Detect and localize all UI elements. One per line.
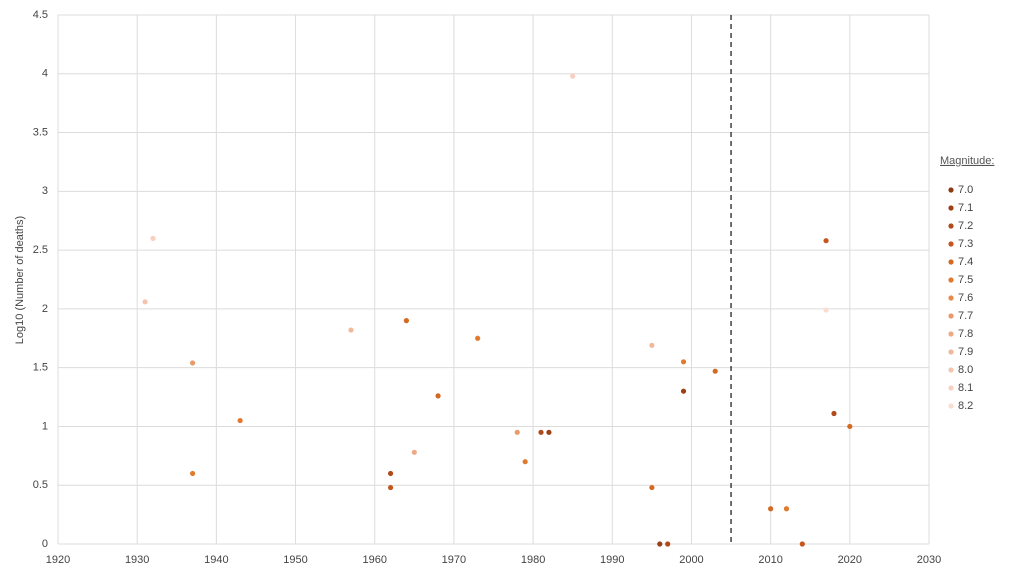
legend-marker (948, 295, 954, 301)
y-tick-label: 0.5 (33, 479, 48, 491)
data-point (649, 484, 655, 491)
data-point (823, 307, 829, 313)
x-tick-label: 1990 (600, 554, 624, 566)
legend-marker (948, 187, 954, 193)
x-tick-label: 2020 (838, 554, 862, 566)
data-point (847, 423, 853, 430)
data-point (522, 459, 528, 465)
data-point (150, 235, 156, 241)
y-tick-label: 2.5 (33, 244, 48, 256)
legend-label: 8.1 (958, 382, 973, 394)
data-point (435, 393, 441, 399)
x-tick-label: 1920 (46, 554, 70, 566)
data-point (823, 238, 829, 244)
legend-marker (948, 403, 954, 409)
x-tick-label: 1960 (362, 554, 386, 566)
data-point (142, 299, 148, 305)
data-point (538, 429, 544, 435)
data-point (649, 342, 655, 348)
data-point (680, 388, 687, 394)
legend-label: 7.3 (958, 238, 973, 250)
x-tick-label: 1940 (204, 554, 228, 566)
legend-marker (948, 385, 954, 391)
legend-title: Magnitude: (940, 155, 994, 167)
data-point (514, 429, 520, 435)
y-tick-label: 1.5 (33, 362, 48, 374)
data-point (237, 417, 243, 424)
x-tick-label: 2010 (758, 554, 782, 566)
data-point (665, 541, 671, 547)
legend-label: 7.9 (958, 346, 973, 358)
y-tick-label: 1 (42, 420, 48, 432)
legend-marker (948, 277, 954, 283)
x-tick-label: 1970 (442, 554, 466, 566)
legend-label: 8.2 (958, 400, 973, 412)
legend-label: 7.8 (958, 328, 973, 340)
x-tick-label: 2030 (917, 554, 941, 566)
legend-label: 7.0 (958, 184, 973, 196)
data-point (387, 470, 394, 477)
legend-label: 7.5 (958, 274, 973, 286)
data-point (475, 335, 481, 341)
y-tick-label: 3.5 (33, 126, 48, 138)
legend-marker (948, 331, 954, 337)
data-point (831, 410, 837, 417)
y-tick-label: 4 (42, 68, 48, 80)
data-point (411, 449, 417, 455)
data-point (768, 506, 774, 512)
data-point (570, 73, 576, 79)
legend-label: 7.1 (958, 202, 973, 214)
x-tick-label: 1950 (283, 554, 307, 566)
data-point (387, 484, 394, 491)
data-point (403, 318, 409, 324)
legend-marker (948, 349, 954, 355)
data-point (712, 368, 718, 374)
data-point (190, 470, 196, 477)
legend-marker (948, 205, 954, 211)
legend-marker (948, 367, 954, 373)
y-tick-label: 4.5 (33, 9, 48, 21)
legend-marker (948, 241, 954, 247)
x-tick-label: 1930 (125, 554, 149, 566)
data-point (783, 506, 790, 512)
y-tick-label: 0 (42, 538, 48, 550)
data-point (680, 359, 687, 365)
data-point (190, 360, 196, 366)
legend-label: 7.6 (958, 292, 973, 304)
legend-marker (948, 223, 954, 229)
legend-label: 7.7 (958, 310, 973, 322)
legend-marker (948, 313, 954, 319)
legend-marker (948, 259, 954, 265)
y-axis-label: Log10 (Number of deaths) (14, 216, 26, 344)
data-point (546, 429, 552, 435)
y-tick-label: 3 (42, 185, 48, 197)
x-tick-label: 2000 (679, 554, 703, 566)
legend-label: 8.0 (958, 364, 973, 376)
data-point (348, 327, 354, 333)
y-tick-label: 2 (42, 303, 48, 315)
data-point (799, 541, 805, 547)
legend-label: 7.4 (958, 256, 973, 268)
x-tick-label: 1980 (521, 554, 545, 566)
data-point (657, 541, 663, 547)
legend-label: 7.2 (958, 220, 973, 232)
